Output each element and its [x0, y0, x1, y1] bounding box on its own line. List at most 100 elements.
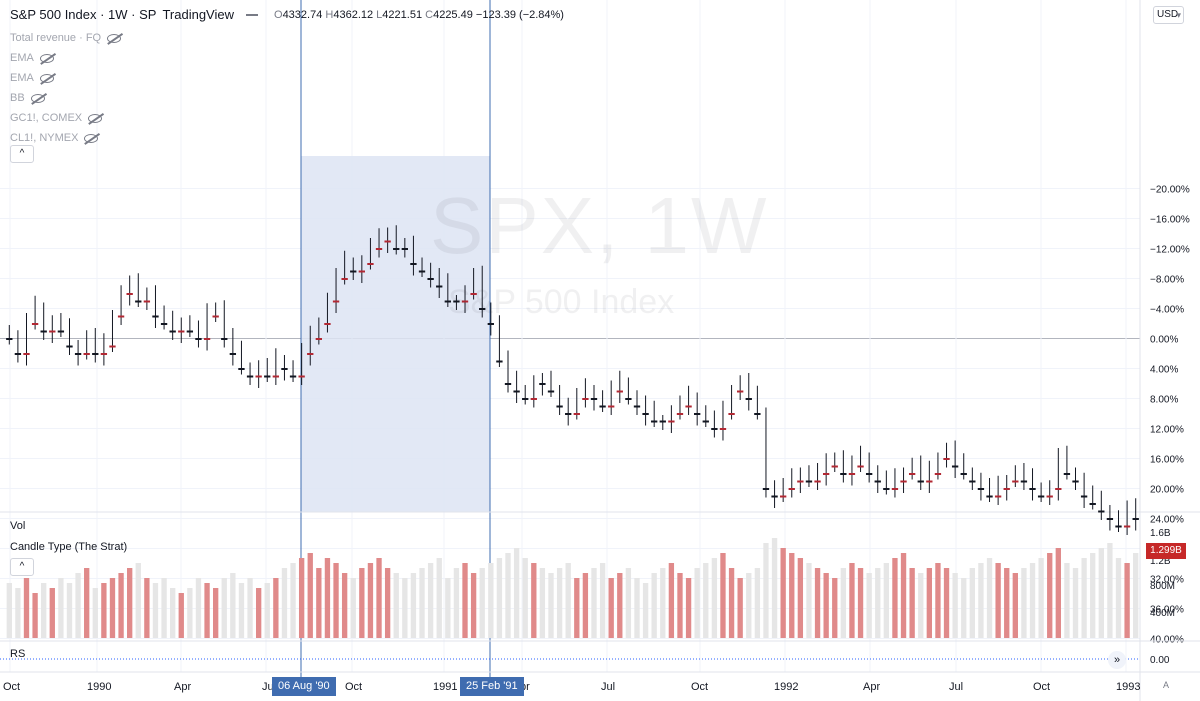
volume-bar [178, 593, 184, 638]
volume-bar [427, 563, 434, 638]
strat-pane-label[interactable]: Candle Type (The Strat) [10, 541, 128, 553]
volume-bar [986, 558, 993, 638]
time-axis-label: 1991 [433, 681, 457, 693]
candle-up [418, 270, 426, 273]
candle-down [461, 300, 469, 303]
indicator-gc1[interactable]: GC1!, COMEX [10, 108, 121, 128]
volume-bar [393, 573, 399, 638]
candle-down [788, 488, 795, 490]
volume-bar [255, 588, 262, 638]
eye-hidden-icon[interactable] [30, 93, 45, 103]
time-axis-label: Oct [3, 681, 20, 693]
candle-down [315, 338, 323, 340]
time-axis-label: Ju [262, 681, 274, 693]
volume-bar [333, 563, 339, 638]
volume-bar [961, 578, 967, 638]
indicator-bb[interactable]: BB [10, 88, 121, 108]
rs-pane-label[interactable]: RS [10, 648, 26, 660]
volume-bar [565, 563, 571, 638]
eye-hidden-icon[interactable] [39, 73, 54, 83]
candle-up [633, 405, 641, 408]
date-range-selection[interactable] [301, 156, 490, 512]
volume-bar [75, 573, 81, 638]
price-axis-label: −4.00% [1150, 305, 1184, 316]
candle-down [728, 413, 735, 415]
candle-down [831, 465, 838, 468]
volume-bar [58, 578, 64, 638]
candle-down [891, 488, 899, 490]
candle-down [83, 353, 90, 355]
volume-bar [685, 578, 692, 638]
candle-down [616, 390, 623, 393]
eye-hidden-icon[interactable] [84, 133, 99, 143]
candle-down [530, 398, 537, 400]
candle-down [943, 458, 950, 460]
price-axis-label: 20.00% [1150, 485, 1184, 496]
time-axis-label: Oct [691, 681, 708, 693]
candle-up [977, 488, 985, 490]
indicator-ema-2[interactable]: EMA [10, 68, 121, 88]
volume-bar [376, 558, 382, 638]
candle-up [840, 473, 847, 475]
volume-axis-label: 400M [1150, 608, 1175, 619]
candle-up [1106, 518, 1114, 520]
eye-hidden-icon[interactable] [39, 53, 54, 63]
candle-up [1132, 518, 1139, 520]
candle-up [625, 398, 632, 400]
candle-up [427, 278, 434, 280]
symbol-title[interactable]: S&P 500 Index · 1W · SP [10, 7, 157, 22]
volume-bar [943, 568, 950, 638]
candle-up [1029, 488, 1036, 490]
volume-bar [23, 578, 30, 638]
vol-pane-label[interactable]: Vol [10, 520, 26, 532]
volume-last-badge: 1.299B [1146, 543, 1186, 559]
currency-dropdown[interactable]: USD [1153, 6, 1184, 24]
source-label: TradingView [162, 7, 234, 22]
candle-down [737, 390, 744, 393]
candle-up [642, 413, 649, 415]
volume-bar [754, 568, 761, 638]
volume-bar [204, 583, 210, 638]
volume-bar [49, 588, 55, 638]
candle-up [444, 300, 451, 303]
indicator-ema-1[interactable]: EMA [10, 48, 121, 68]
auto-scale-button[interactable]: A [1163, 680, 1170, 690]
candle-up [74, 353, 82, 355]
volume-bar [41, 583, 47, 638]
volume-bar [101, 583, 107, 638]
price-axis-label: 36.00% [1150, 605, 1184, 616]
volume-bar [892, 558, 898, 638]
volume-bar [832, 578, 838, 638]
candle-up [160, 323, 168, 325]
candle-down [384, 240, 391, 243]
candle-down [668, 420, 675, 423]
collapse-indicators-button[interactable]: ^ [10, 145, 34, 163]
candle-up [264, 375, 271, 378]
time-axis-label: 1990 [87, 681, 111, 693]
candle-down [31, 323, 39, 325]
candle-up [874, 480, 881, 483]
volume-bar [359, 568, 365, 638]
candle-down [814, 480, 821, 483]
candle-down [1012, 480, 1019, 483]
scroll-right-icon[interactable]: » [1108, 651, 1126, 669]
indicator-total-revenue[interactable]: Total revenue · FQ [10, 28, 122, 48]
volume-bar [505, 553, 511, 638]
candle-up [281, 368, 288, 370]
price-axis-label: 8.00% [1150, 395, 1178, 406]
minus-icon[interactable] [246, 13, 258, 16]
collapse-volume-button[interactable]: ^ [10, 558, 34, 576]
indicator-cl1[interactable]: CL1!, NYMEX [10, 128, 121, 148]
eye-hidden-icon[interactable] [107, 33, 122, 43]
candle-up [865, 473, 873, 475]
candle-up [951, 465, 959, 468]
volume-bar [496, 558, 503, 638]
volume-bar [608, 578, 614, 638]
candle-down [272, 375, 280, 378]
candle-down [375, 248, 383, 250]
eye-hidden-icon[interactable] [88, 113, 103, 123]
volume-axis-label: 1.6B [1150, 528, 1171, 539]
volume-bar [479, 568, 485, 638]
volume-bar [281, 568, 288, 638]
